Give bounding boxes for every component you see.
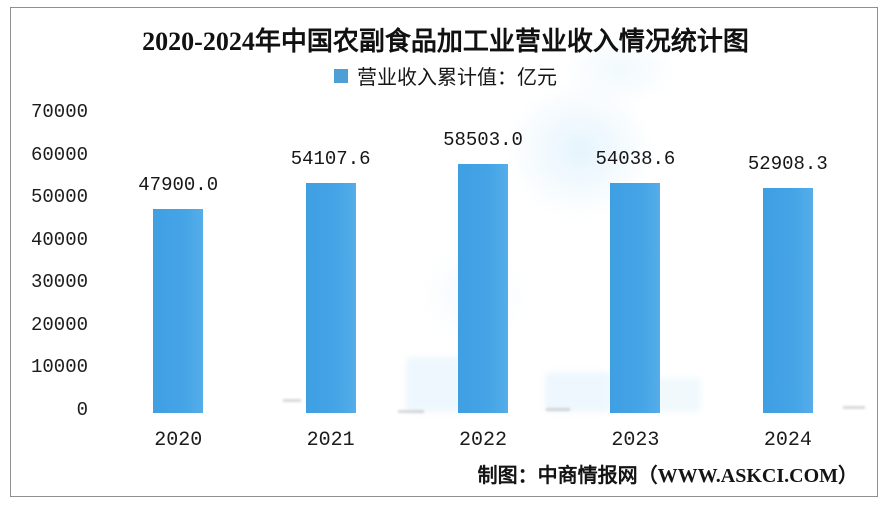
bar-2021 [305,182,356,413]
x-tick-label-2023: 2023 [611,429,660,452]
y-axis: 0 10000 20000 30000 40000 50000 60000 70000 [0,0,88,514]
x-tick-label-2021: 2021 [306,429,355,452]
y-tick-label: 10000 [30,356,88,379]
bar-2020 [153,209,204,413]
y-tick-label: 40000 [30,228,88,251]
y-tick-label: 50000 [30,186,88,209]
legend-swatch-icon [334,68,348,83]
x-tick-label-2020: 2020 [154,429,203,452]
value-label-2020: 47900.0 [138,174,219,197]
chart-title: 2020-2024年中国农副食品加工业营业收入情况统计图 [142,27,749,56]
bar-group-2024: 52908.3 [712,115,864,413]
bar-2022 [458,163,509,413]
value-label-2023: 54038.6 [595,147,676,170]
bar-group-2020: 47900.0 [102,115,254,413]
bar-group-2022: 58503.0 [407,115,559,413]
y-tick-label: 30000 [30,271,88,294]
value-label-2024: 52908.3 [747,152,828,175]
x-tick-label-2022: 2022 [459,429,508,452]
x-axis: 2020 2021 2022 2023 2024 [102,429,864,452]
x-tick-label-2024: 2024 [763,429,812,452]
bar-group-2021: 54107.6 [254,115,406,413]
credit-text: 制图：中商情报网（WWW.ASKCI.COM） [477,465,858,487]
bar-group-2023: 54038.6 [559,115,711,413]
y-tick-label: 60000 [30,143,88,166]
y-tick-label: 0 [76,399,88,421]
plot-area: 47900.0 54107.6 58503.0 54038.6 52908.3 [102,115,864,413]
bar-2023 [610,182,661,413]
value-label-2021: 54107.6 [290,147,371,170]
value-label-2022: 58503.0 [443,128,523,151]
y-tick-label: 20000 [30,313,88,336]
bar-2024 [762,187,813,413]
legend-label: 营业收入累计值：亿元 [357,67,557,89]
legend: 营业收入累计值：亿元 [0,61,891,90]
y-tick-label: 70000 [30,101,88,123]
